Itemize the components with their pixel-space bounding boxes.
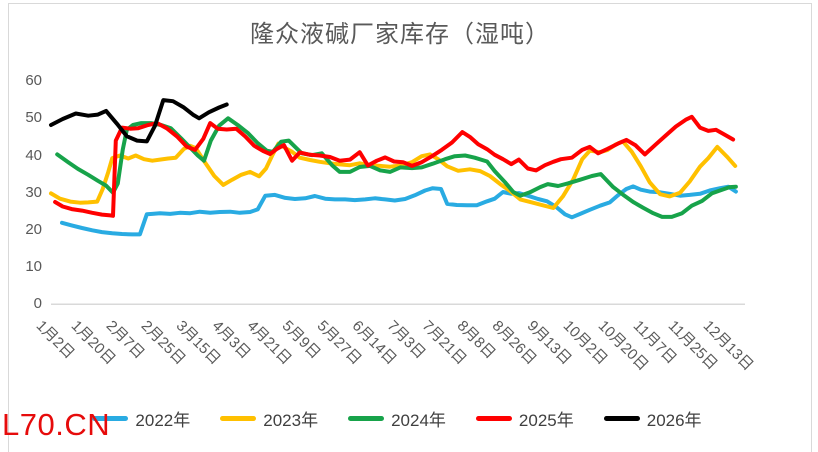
y-tick-label-50: 50	[25, 109, 42, 127]
legend-item-2023年: 2023年	[220, 406, 318, 431]
legend-label-2024年: 2024年	[391, 411, 446, 430]
legend-line-swatch-2022年	[92, 416, 129, 421]
y-tick-label-10: 10	[25, 258, 42, 276]
legend-item-2026年: 2026年	[603, 406, 702, 431]
legend-line-swatch-2026年	[603, 416, 640, 421]
series-line-2022年	[60, 184, 738, 237]
chart-legend: 2022年 2023年 2024年 2025年 2026年	[0, 406, 818, 431]
y-tick-label-20: 20	[25, 220, 42, 238]
legend-label-2026年: 2026年	[646, 411, 702, 430]
legend-label-2023年: 2023年	[263, 411, 319, 430]
legend-item-2025年: 2025年	[475, 406, 574, 431]
watermark-text: L70.CN	[2, 407, 111, 442]
legend-line-swatch-2023年	[220, 416, 257, 421]
y-tick-label-60: 60	[25, 72, 42, 90]
series-line-2026年	[49, 98, 229, 144]
y-tick-label-40: 40	[25, 146, 42, 164]
y-tick-label-0: 0	[33, 295, 42, 313]
legend-label-2025年: 2025年	[518, 411, 574, 430]
y-tick-label-30: 30	[25, 183, 42, 201]
legend-label-2022年: 2022年	[135, 411, 191, 430]
series-line-2023年	[49, 139, 738, 210]
legend-item-2024年: 2024年	[348, 406, 446, 431]
legend-line-swatch-2025年	[475, 416, 512, 421]
legend-item-2022年: 2022年	[92, 406, 190, 431]
chart-title: 隆众液碱厂家库存（湿吨）	[250, 21, 550, 48]
legend-line-swatch-2024年	[348, 416, 385, 421]
